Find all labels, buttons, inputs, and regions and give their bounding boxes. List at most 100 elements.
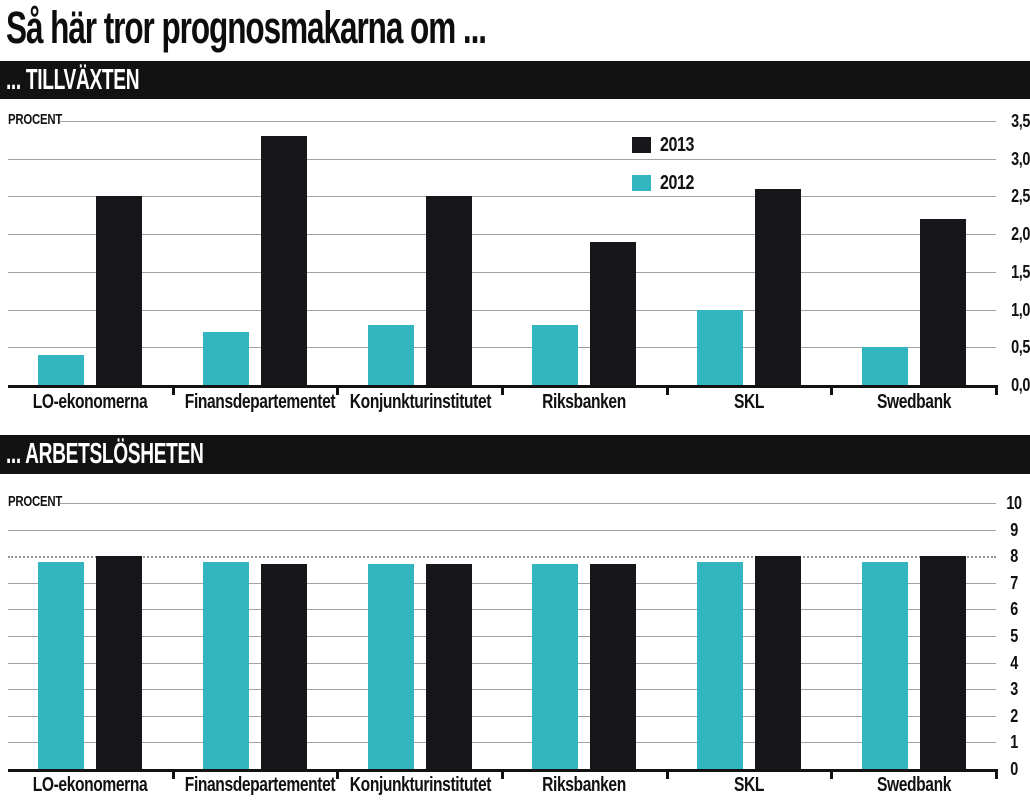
category-label-Riksbanken: Riksbanken: [542, 391, 626, 413]
y-axis-label-10: 10: [1006, 493, 1022, 513]
growth-category-labels: LO-ekonomerna Finansdepartementet Konjunkt…: [8, 391, 996, 413]
legend-label-2012: 2012: [660, 171, 694, 194]
y-axis-label-2,0: 2,0: [1011, 224, 1030, 244]
bar-2012-Swedbank: [862, 562, 908, 769]
unemployment-plot-area: [8, 503, 998, 779]
y-axis-label-8: 8: [1010, 546, 1018, 566]
bar-2012-SKL: [697, 562, 743, 769]
bar-2012-Swedbank: [862, 347, 908, 385]
gridline-1: [8, 310, 996, 311]
category-label-Swedbank: Swedbank: [876, 391, 952, 413]
bar-2013-SKL: [755, 189, 801, 385]
gridline-9: [8, 530, 996, 531]
gridline-3: [8, 689, 996, 690]
section-header-unemployment: ... ARBETSLÖSHETEN: [0, 435, 1030, 474]
bar-2013-LO-ekonomerna: [96, 196, 142, 385]
legend-label-2013: 2013: [660, 133, 694, 156]
unemployment-category-labels: LO-ekonomerna Finansdepartementet Konjunkt…: [8, 774, 996, 796]
bar-2013-Swedbank: [920, 219, 966, 385]
bar-2012-SKL: [697, 310, 743, 385]
y-axis-label-3,0: 3,0: [1011, 149, 1030, 169]
y-axis-label-1,0: 1,0: [1011, 300, 1030, 320]
bar-2013-Finansdepartementet: [261, 136, 307, 385]
y-axis-label-0,0: 0,0: [1011, 375, 1030, 395]
axis-tick: [501, 388, 504, 395]
bar-2012-LO-ekonomerna: [38, 562, 84, 769]
axis-tick: [666, 772, 669, 779]
bar-2013-Konjunkturinstitutet: [426, 564, 472, 769]
bar-2013-Riksbanken: [590, 242, 636, 385]
category-label-Konjunkturinstitutet: Konjunkturinstitutet: [349, 774, 492, 796]
bar-2012-Konjunkturinstitutet: [368, 325, 414, 385]
gridline-0.5: [8, 347, 996, 348]
x-axis: [8, 385, 998, 388]
gridline-3: [8, 159, 996, 160]
gridline-8: [8, 556, 996, 558]
section-header-growth: ... TILLVÄXTEN: [0, 61, 1030, 99]
axis-tick: [995, 770, 998, 779]
bar-2012-Finansdepartementet: [203, 562, 249, 769]
axis-tick: [501, 772, 504, 779]
axis-tick: [172, 388, 175, 395]
axis-tick: [172, 772, 175, 779]
gridline-10: [60, 503, 996, 504]
legend-item-2012: 2012: [632, 171, 703, 194]
gridline-2: [8, 716, 996, 717]
gridline-3.5: [60, 121, 996, 122]
bar-2012-Riksbanken: [532, 564, 578, 769]
growth-y-axis-labels: 0,0 0,5 1,0 1,5 2,0 2,5 3,0 3,5: [998, 111, 1030, 395]
axis-tick: [995, 386, 998, 395]
y-axis-label-9: 9: [1010, 520, 1018, 540]
y-axis-label-0,5: 0,5: [1011, 337, 1030, 357]
y-axis-label-1: 1: [1010, 732, 1018, 752]
bar-2013-Finansdepartementet: [261, 564, 307, 769]
gridline-4: [8, 663, 996, 664]
legend-swatch-2013: [632, 137, 651, 153]
x-axis: [8, 769, 998, 772]
unemployment-y-axis-labels: 0 1 2 3 4 5 6 7 8 9 10: [998, 493, 1030, 779]
category-label-LO-ekonomerna: LO-ekonomerna: [32, 774, 148, 796]
bar-2013-Swedbank: [920, 556, 966, 769]
growth-plot-area: [8, 121, 998, 395]
axis-tick: [666, 388, 669, 395]
axis-tick: [830, 772, 833, 779]
gridline-7: [8, 583, 996, 584]
category-label-LO-ekonomerna: LO-ekonomerna: [32, 391, 148, 413]
gridline-2: [8, 234, 996, 235]
bar-2013-Riksbanken: [590, 564, 636, 769]
bar-2012-LO-ekonomerna: [38, 355, 84, 385]
category-label-Finansdepartementet: Finansdepartementet: [184, 774, 336, 796]
y-axis-label-4: 4: [1010, 653, 1018, 673]
page-title: Så här tror prognosmakarna om ...: [6, 2, 487, 53]
section-title: ... ARBETSLÖSHETEN: [5, 438, 204, 470]
y-axis-label-6: 6: [1010, 599, 1018, 619]
y-axis-label-3,5: 3,5: [1011, 111, 1030, 131]
bar-2013-LO-ekonomerna: [96, 556, 142, 769]
y-axis-label-7: 7: [1010, 573, 1018, 593]
y-axis-label-1,5: 1,5: [1011, 262, 1030, 282]
section-title: ... TILLVÄXTEN: [5, 64, 140, 96]
category-label-Riksbanken: Riksbanken: [542, 774, 626, 796]
gridline-6: [8, 609, 996, 610]
y-axis-label-3: 3: [1010, 679, 1018, 699]
bar-2012-Riksbanken: [532, 325, 578, 385]
bar-2012-Finansdepartementet: [203, 332, 249, 385]
axis-tick: [830, 388, 833, 395]
gridline-5: [8, 636, 996, 637]
y-axis-label-0: 0: [1010, 759, 1018, 779]
gridline-1: [8, 742, 996, 743]
gridline-2.5: [8, 196, 996, 197]
y-axis-label-2,5: 2,5: [1011, 186, 1030, 206]
bar-2012-Konjunkturinstitutet: [368, 564, 414, 769]
y-axis-label-5: 5: [1010, 626, 1018, 646]
y-axis-title: PROCENT: [8, 111, 63, 128]
category-label-SKL: SKL: [733, 391, 765, 413]
y-axis-title: PROCENT: [8, 493, 63, 510]
bar-2013-SKL: [755, 556, 801, 769]
gridline-1.5: [8, 272, 996, 273]
axis-tick: [336, 388, 339, 395]
category-label-SKL: SKL: [733, 774, 765, 796]
legend-swatch-2012: [632, 175, 651, 191]
category-label-Konjunkturinstitutet: Konjunkturinstitutet: [349, 391, 492, 413]
